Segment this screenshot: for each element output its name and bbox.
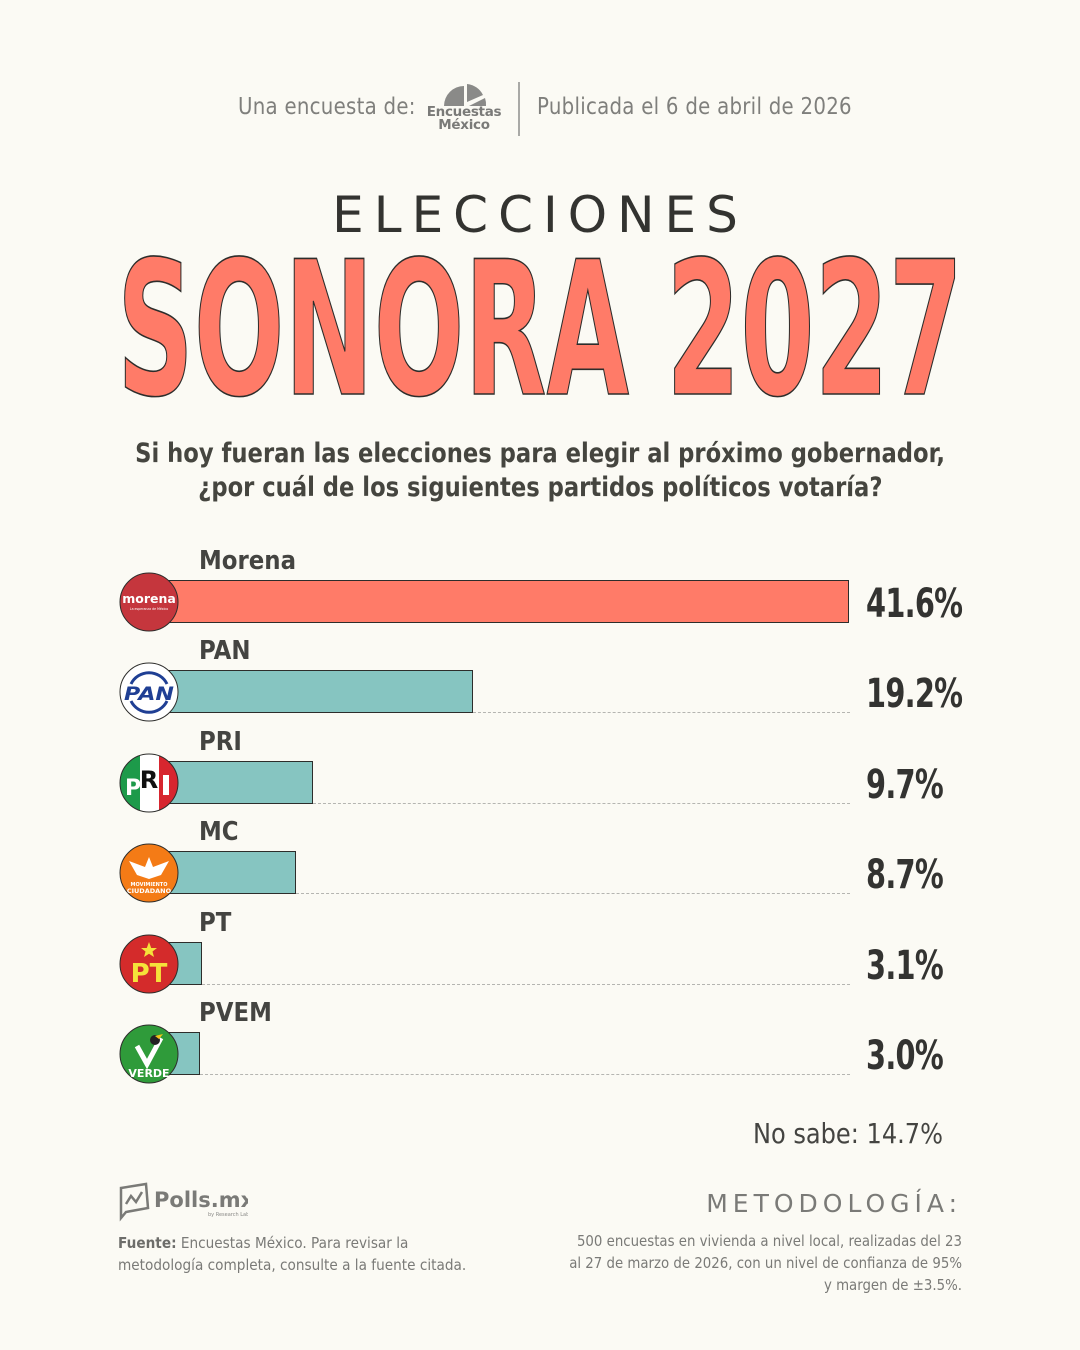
- polls-chart-icon: [119, 1182, 150, 1222]
- guide-line-pt: [202, 983, 850, 985]
- guide-line-pri: [312, 802, 850, 804]
- source-note: Fuente: Encuestas México. Para revisar l…: [118, 1232, 488, 1276]
- polls-brand-text: Polls.mx: [154, 1188, 248, 1212]
- svg-text:VERDE: VERDE: [128, 1067, 169, 1080]
- value-label-pt: 3.1%: [866, 942, 944, 989]
- page-title: SONORA 2027: [0, 236, 1080, 406]
- title-kicker: ELECCIONES: [332, 186, 748, 244]
- published-date: Publicada el 6 de abril de 2026: [537, 94, 852, 120]
- pvem-logo: VERDE: [119, 1024, 179, 1084]
- morena-logo: morena La esperanza de México: [119, 572, 179, 632]
- survey-by-label: Una encuesta de:: [238, 94, 416, 120]
- party-label-mc: MC: [199, 817, 239, 848]
- party-label-morena: Morena: [199, 546, 297, 576]
- pie-chart-icon: [444, 84, 487, 106]
- svg-text:P: P: [125, 776, 141, 801]
- svg-text:La esperanza de México: La esperanza de México: [130, 607, 168, 611]
- source-label: Fuente:: [118, 1234, 177, 1252]
- svg-text:morena: morena: [122, 591, 176, 606]
- methodology-title: METODOLOGÍA:: [706, 1189, 962, 1218]
- source-text: Encuestas México. Para revisar la metodo…: [118, 1234, 467, 1274]
- svg-text:R: R: [140, 766, 158, 794]
- guide-line-pvem: [200, 1074, 850, 1075]
- svg-text:PAN: PAN: [124, 683, 174, 705]
- party-label-pri: PRI: [199, 726, 242, 757]
- guide-line-pan: [472, 712, 850, 714]
- value-label-pri: 9.7%: [866, 761, 944, 808]
- page-title-text: SONORA 2027: [117, 236, 963, 406]
- svg-text:MOVIMIENTO: MOVIMIENTO: [131, 882, 168, 888]
- value-label-morena: 41.6%: [866, 581, 963, 627]
- party-label-pt: PT: [199, 907, 232, 938]
- bar-pan: [150, 670, 473, 714]
- value-label-mc: 8.7%: [866, 852, 944, 899]
- value-label-pan: 19.2%: [866, 671, 963, 718]
- header-divider: [518, 82, 520, 136]
- svg-text:CIUDADANO: CIUDADANO: [127, 887, 172, 895]
- polls-mx-logo: Polls.mx by Research Lab: [118, 1180, 255, 1227]
- value-label-pvem: 3.0%: [866, 1033, 944, 1079]
- pri-logo: P R: [119, 753, 179, 813]
- question-line-1: Si hoy fueran las elecciones para elegir…: [135, 438, 945, 469]
- survey-question: Si hoy fueran las elecciones para elegir…: [0, 437, 1080, 505]
- no-sabe-label: No sabe: 14.7%: [752, 1117, 943, 1150]
- methodology-text: 500 encuestas en vivienda a nivel local,…: [569, 1232, 962, 1294]
- question-line-2: ¿por cuál de los siguientes partidos pol…: [197, 472, 883, 503]
- svg-text:PT: PT: [131, 959, 168, 989]
- logo-line-2: México: [438, 117, 490, 133]
- mc-logo: MOVIMIENTO CIUDADANO: [119, 843, 179, 903]
- pt-logo: PT: [119, 934, 179, 994]
- encuestas-mexico-logo: Encuestas México: [420, 82, 508, 136]
- bar-morena: [150, 580, 849, 623]
- pan-logo: PAN: [119, 662, 179, 722]
- party-label-pan: PAN: [199, 636, 251, 667]
- logo-line-1: Encuestas: [426, 104, 502, 120]
- polls-brand-sub: by Research Lab: [208, 1212, 248, 1218]
- guide-line-mc: [296, 893, 850, 895]
- party-label-pvem: PVEM: [199, 998, 272, 1028]
